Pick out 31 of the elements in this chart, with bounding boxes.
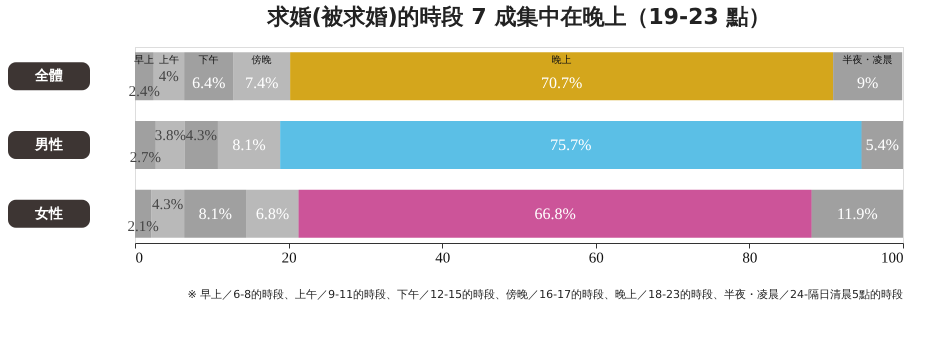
data-label: 7.4%	[245, 75, 278, 92]
y-tick-label: 男性	[34, 137, 63, 153]
data-label: 11.9%	[836, 206, 878, 223]
data-label: 4%	[158, 69, 179, 86]
data-label: 9%	[857, 75, 878, 92]
data-label: 8.1%	[198, 206, 232, 223]
data-label: 4.3%	[152, 196, 184, 213]
data-label: 3.8%	[154, 128, 186, 144]
series-label: 傍晚	[252, 54, 272, 66]
x-tick-label: 60	[588, 250, 604, 266]
data-label: 70.7%	[540, 75, 582, 92]
data-label: 6.4%	[192, 75, 226, 92]
series-label: 半夜・凌晨	[842, 54, 893, 66]
chart-title: 求婚(被求婚)的時段 7 成集中在晚上（19-23 點）	[266, 5, 770, 30]
y-tick-label: 女性	[34, 206, 63, 222]
data-label: 5.4%	[866, 137, 899, 154]
x-tick-label: 100	[881, 250, 904, 266]
text: ※ 早上／6-8的時段、上午／9-11的時段、下午／12-15的時段、傍晚／16-17的時段、晚上／18-23的時段、半夜・凌晨／24-隔日清晨5點的時段	[188, 288, 903, 301]
series-label: 下午	[198, 54, 219, 66]
x-tick-label: 20	[282, 250, 297, 266]
x-tick-label: 40	[435, 250, 450, 266]
data-label: 8.1%	[232, 137, 266, 154]
data-label: 6.8%	[256, 206, 290, 223]
data-label: 66.8%	[534, 206, 576, 223]
x-tick-label: 80	[742, 250, 758, 266]
y-tick-label: 全體	[34, 68, 63, 84]
x-tick-label: 0	[136, 250, 143, 266]
data-label: 75.7%	[550, 137, 592, 154]
series-label: 上午	[158, 54, 179, 66]
series-label: 晚上	[552, 54, 572, 66]
data-label: 4.3%	[186, 128, 218, 144]
